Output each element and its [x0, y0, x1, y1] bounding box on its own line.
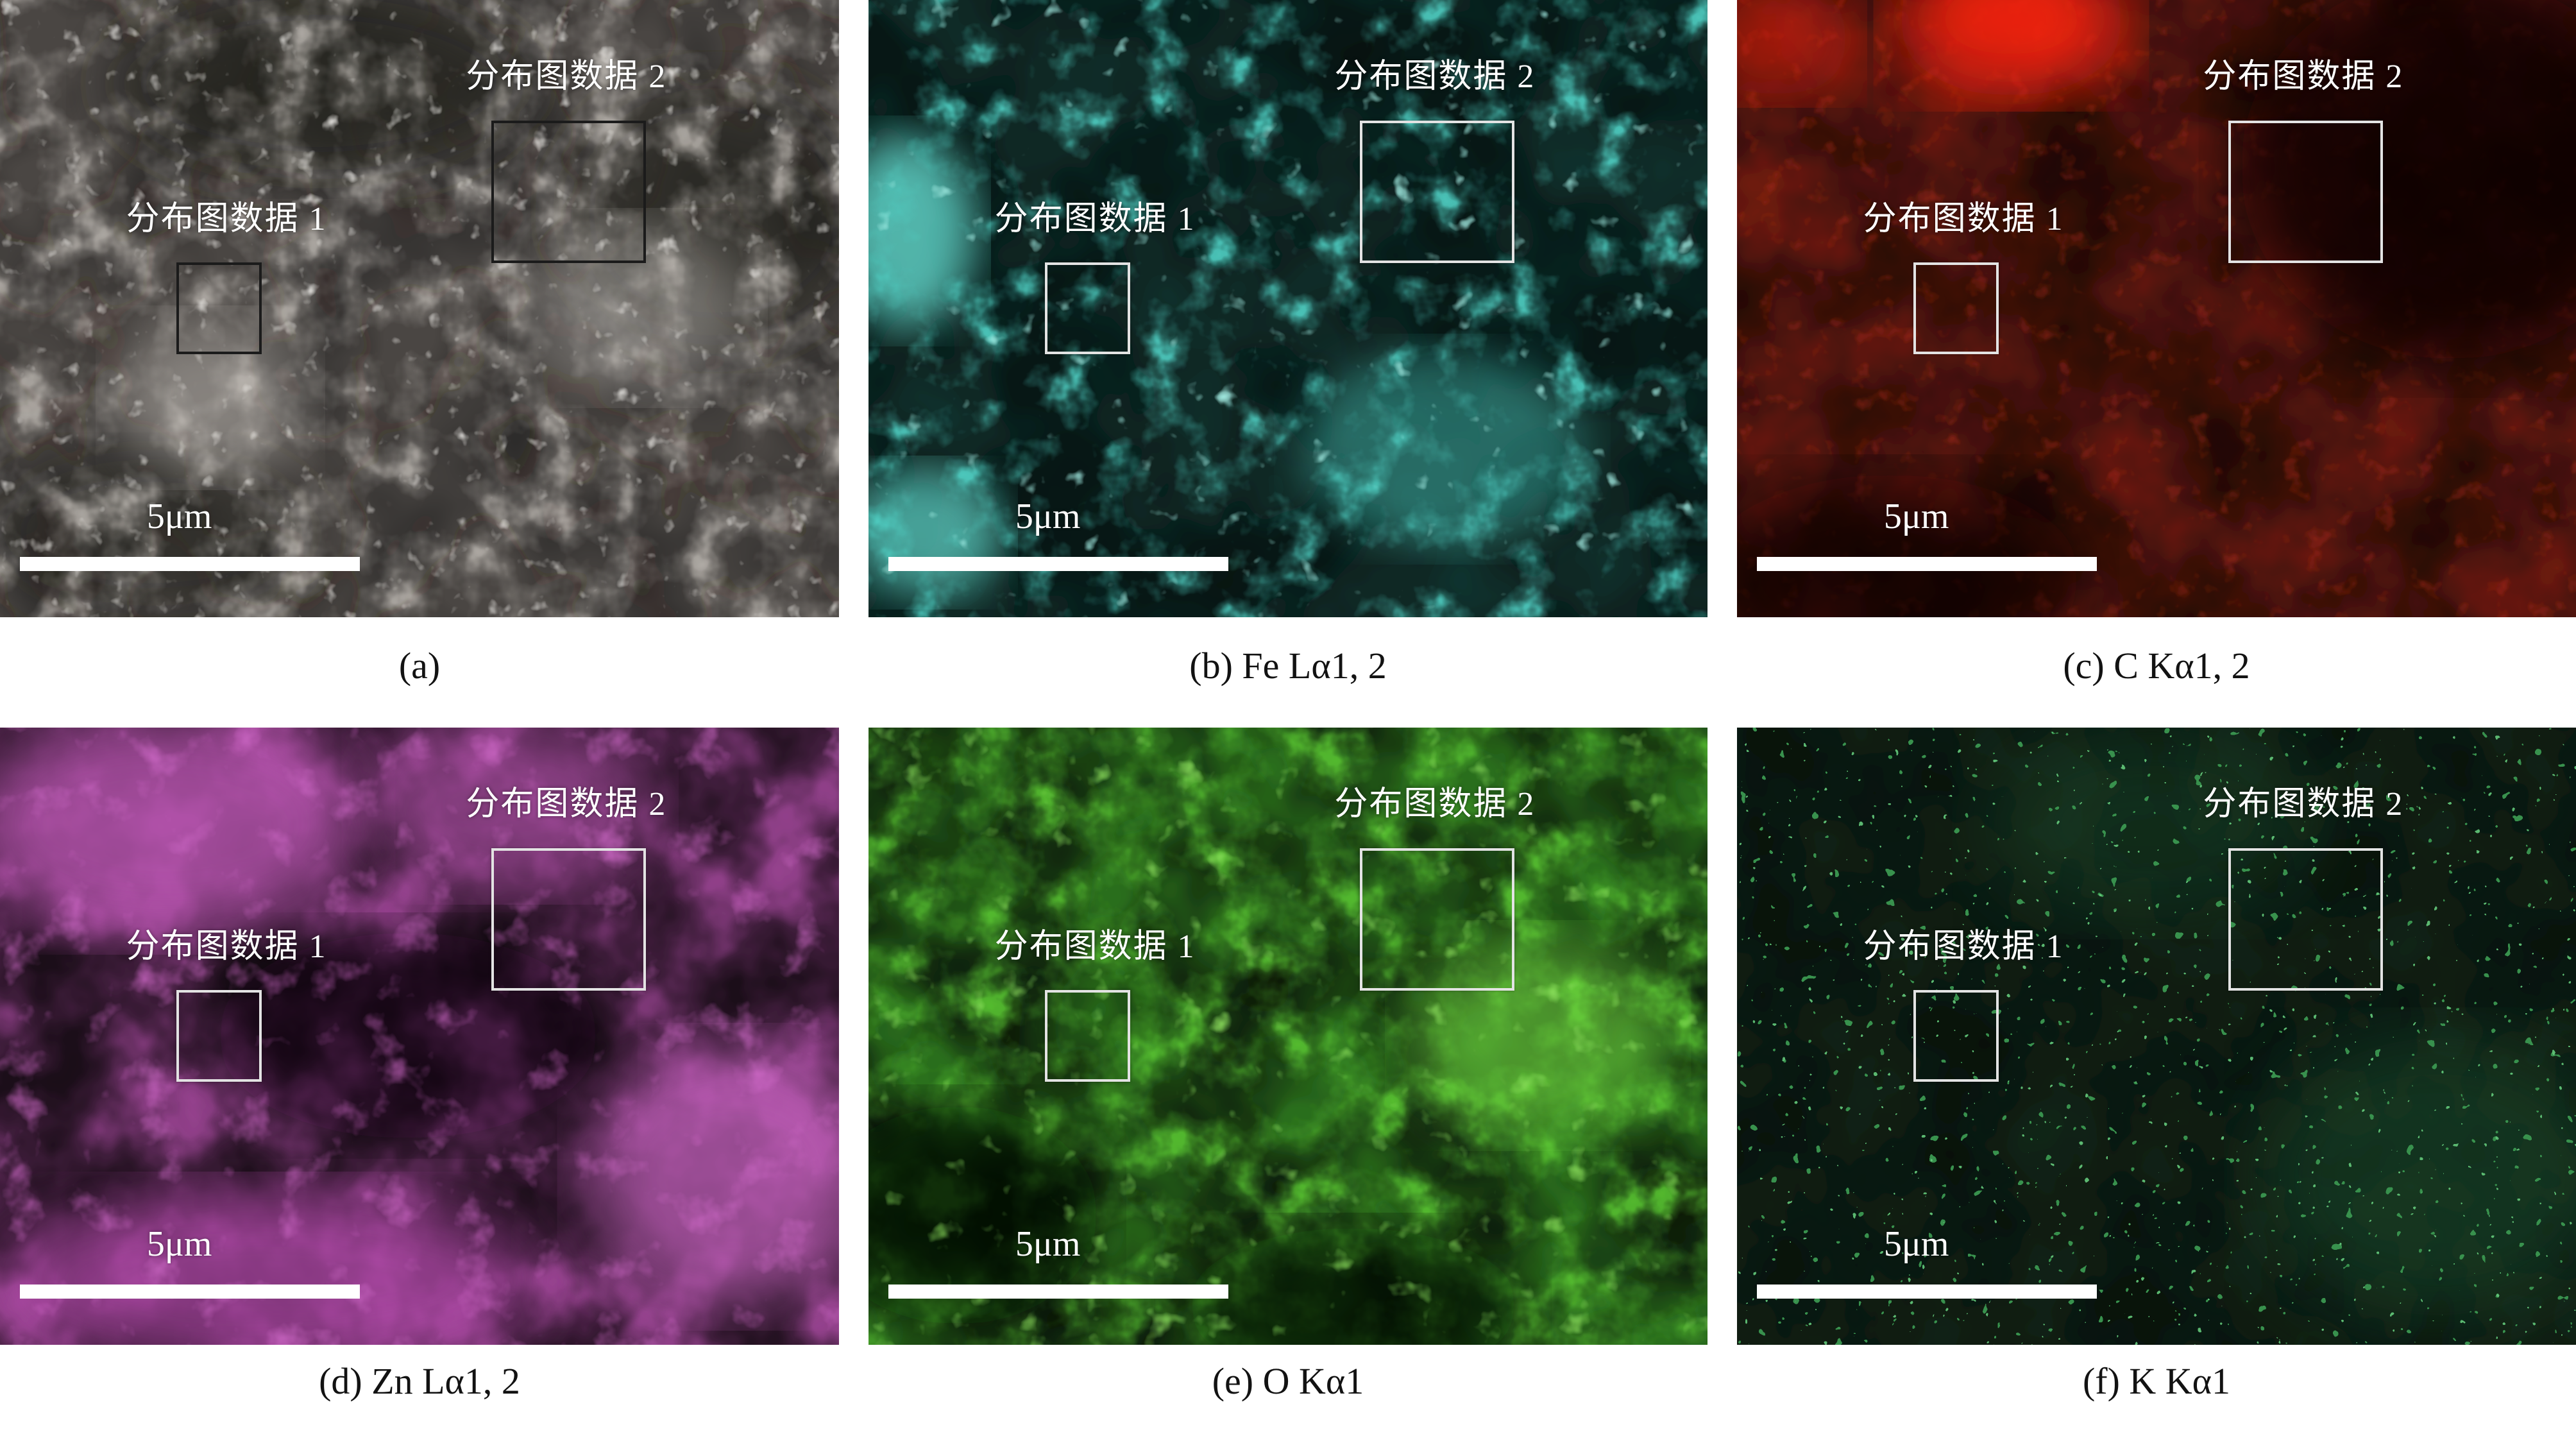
sem-texture [0, 0, 839, 617]
scale-bar [20, 556, 360, 571]
region-2-box [2228, 120, 2384, 264]
panel-b: 分布图数据 2 分布图数据 1 5μm (b) Fe Lα1, 2 [869, 0, 1707, 713]
region-1-box [176, 989, 262, 1082]
region-2-box [491, 120, 647, 264]
region-1-label: 分布图数据 1 [126, 928, 327, 965]
micrograph-a: 分布图数据 2 分布图数据 1 5μm [0, 0, 839, 617]
micrograph-b: 分布图数据 2 分布图数据 1 5μm [869, 0, 1707, 617]
region-2-label: 分布图数据 2 [2203, 786, 2404, 823]
region-2-box [2228, 848, 2384, 991]
region-1-label: 分布图数据 1 [1863, 928, 2064, 965]
region-2-label: 分布图数据 2 [466, 786, 667, 823]
scale-bar-label: 5μm [1883, 496, 1949, 536]
panel-c-caption: (c) C Kα1, 2 [2063, 644, 2250, 687]
micrograph-e: 分布图数据 2 分布图数据 1 5μm [869, 728, 1707, 1345]
region-2-label: 分布图数据 2 [466, 58, 667, 96]
fe-map-texture [869, 0, 1707, 617]
o-map-texture [869, 728, 1707, 1345]
region-2-label: 分布图数据 2 [1334, 58, 1536, 96]
panel-a-caption: (a) [398, 644, 441, 687]
region-1-label: 分布图数据 1 [994, 928, 1196, 965]
region-2-box [491, 848, 647, 991]
scale-bar [1757, 1284, 2097, 1299]
region-1-box [1044, 262, 1131, 354]
region-2-label: 分布图数据 2 [2203, 58, 2404, 96]
micrograph-d: 分布图数据 2 分布图数据 1 5μm [0, 728, 839, 1345]
panel-f: 分布图数据 2 分布图数据 1 5μm (f) K Kα1 [1737, 713, 2576, 1417]
panel-e: 分布图数据 2 分布图数据 1 5μm (e) O Kα1 [869, 713, 1707, 1417]
region-1-box [1913, 989, 1999, 1082]
panel-a: 分布图数据 2 分布图数据 1 5μm (a) [0, 0, 839, 713]
region-1-label: 分布图数据 1 [1863, 200, 2064, 237]
scale-bar-label: 5μm [1883, 1224, 1949, 1264]
region-1-box [1044, 989, 1131, 1082]
k-map-texture [1737, 728, 2576, 1345]
region-2-box [1360, 120, 1515, 264]
scale-bar-label: 5μm [146, 1224, 212, 1264]
region-1-label: 分布图数据 1 [994, 200, 1196, 237]
scale-bar [888, 556, 1229, 571]
scale-bar-label: 5μm [1015, 496, 1081, 536]
region-2-box [1360, 848, 1515, 991]
scale-bar [20, 1284, 360, 1299]
scale-bar [1757, 556, 2097, 571]
scale-bar-label: 5μm [146, 496, 212, 536]
scale-bar-label: 5μm [1015, 1224, 1081, 1264]
zn-map-texture [0, 728, 839, 1345]
region-2-label: 分布图数据 2 [1334, 786, 1536, 823]
panel-b-caption: (b) Fe Lα1, 2 [1189, 644, 1387, 687]
panel-d: 分布图数据 2 分布图数据 1 5μm (d) Zn Lα1, 2 [0, 713, 839, 1417]
region-1-label: 分布图数据 1 [126, 200, 327, 237]
panel-c: 分布图数据 2 分布图数据 1 5μm (c) C Kα1, 2 [1737, 0, 2576, 713]
panel-e-caption: (e) O Kα1 [1212, 1360, 1364, 1402]
c-map-texture [1737, 0, 2576, 617]
region-1-box [176, 262, 262, 354]
micrograph-c: 分布图数据 2 分布图数据 1 5μm [1737, 0, 2576, 617]
micrograph-f: 分布图数据 2 分布图数据 1 5μm [1737, 728, 2576, 1345]
region-1-box [1913, 262, 1999, 354]
panel-f-caption: (f) K Kα1 [2082, 1360, 2231, 1402]
scale-bar [888, 1284, 1229, 1299]
panel-d-caption: (d) Zn Lα1, 2 [319, 1360, 520, 1402]
